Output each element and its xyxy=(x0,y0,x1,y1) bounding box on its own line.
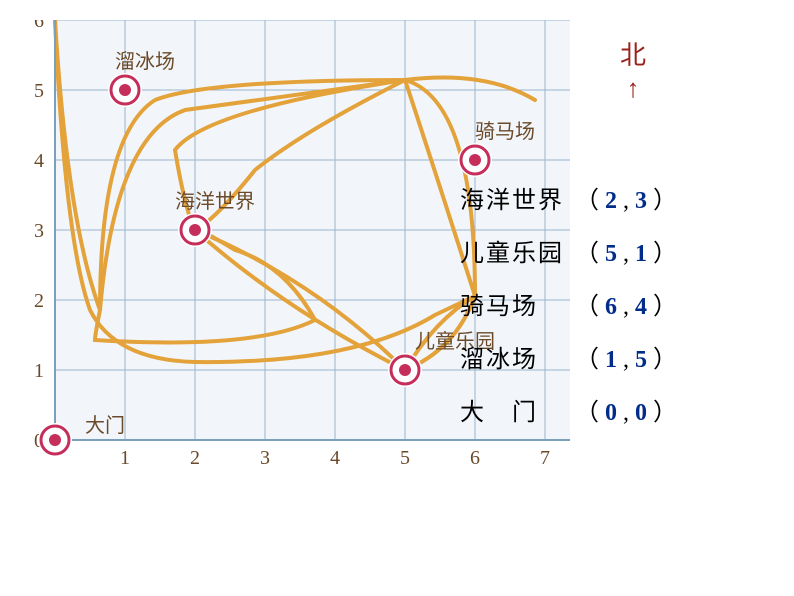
paren-close: ） xyxy=(653,339,677,374)
legend-row: 溜冰场（1 , 5） xyxy=(460,339,790,374)
coord-x: 5 xyxy=(599,241,623,268)
x-tick-label: 2 xyxy=(190,447,200,469)
north-indicator: 北 ↑ xyxy=(620,35,646,104)
legend-area: 海洋世界（2 , 3） 儿童乐园（5 , 1） 骑马场（6 , 4） 溜冰场（1 , … xyxy=(460,180,790,445)
coord-y: 5 xyxy=(629,347,653,374)
target-dot xyxy=(399,364,411,376)
coord-x: 1 xyxy=(599,347,623,374)
legend-label: 大 门 xyxy=(460,392,575,427)
coord-y: 4 xyxy=(629,294,653,321)
target-dot xyxy=(49,434,61,446)
coord-y: 0 xyxy=(629,400,653,427)
y-tick-label: 3 xyxy=(34,220,44,242)
paren-close: ） xyxy=(653,392,677,427)
coord-x: 2 xyxy=(599,188,623,215)
legend-row: 大 门（0 , 0） xyxy=(460,392,790,427)
y-tick-label: 5 xyxy=(34,80,44,102)
coord-x: 0 xyxy=(599,400,623,427)
y-tick-label: 1 xyxy=(34,360,44,382)
x-tick-label: 6 xyxy=(470,447,480,469)
legend-row: 儿童乐园（5 , 1） xyxy=(460,233,790,268)
paren-open: （ xyxy=(575,339,599,374)
coord-x: 6 xyxy=(599,294,623,321)
x-tick-label: 4 xyxy=(330,447,340,469)
legend-label: 骑马场 xyxy=(460,286,575,321)
paren-open: （ xyxy=(575,180,599,215)
page-container: 123456780123456溜冰场海洋世界骑马场儿童乐园大门 北 ↑ 海洋世界… xyxy=(0,0,794,596)
point-label: 骑马场 xyxy=(475,120,535,143)
legend-row: 骑马场（6 , 4） xyxy=(460,286,790,321)
north-label: 北 xyxy=(620,41,646,70)
point-label: 大门 xyxy=(85,414,125,437)
y-tick-label: 6 xyxy=(34,20,44,32)
x-tick-label: 3 xyxy=(260,447,270,469)
paren-close: ） xyxy=(653,180,677,215)
target-dot xyxy=(189,224,201,236)
point-label: 海洋世界 xyxy=(175,190,255,213)
paren-open: （ xyxy=(575,233,599,268)
target-dot xyxy=(119,84,131,96)
y-tick-label: 2 xyxy=(34,290,44,312)
paren-close: ） xyxy=(653,233,677,268)
legend-label: 溜冰场 xyxy=(460,339,575,374)
chart-area: 123456780123456溜冰场海洋世界骑马场儿童乐园大门 xyxy=(10,20,450,460)
paren-close: ） xyxy=(653,286,677,321)
legend-label: 儿童乐园 xyxy=(460,233,575,268)
legend-row: 海洋世界（2 , 3） xyxy=(460,180,790,215)
y-tick-label: 4 xyxy=(34,150,44,172)
x-tick-label: 5 xyxy=(400,447,410,469)
coord-y: 3 xyxy=(629,188,653,215)
legend-label: 海洋世界 xyxy=(460,180,575,215)
point-label: 溜冰场 xyxy=(115,50,175,73)
paren-open: （ xyxy=(575,392,599,427)
coord-y: 1 xyxy=(629,241,653,268)
x-tick-label: 7 xyxy=(540,447,550,469)
x-tick-label: 1 xyxy=(120,447,130,469)
north-arrow-icon: ↑ xyxy=(620,74,646,104)
paren-open: （ xyxy=(575,286,599,321)
target-dot xyxy=(469,154,481,166)
